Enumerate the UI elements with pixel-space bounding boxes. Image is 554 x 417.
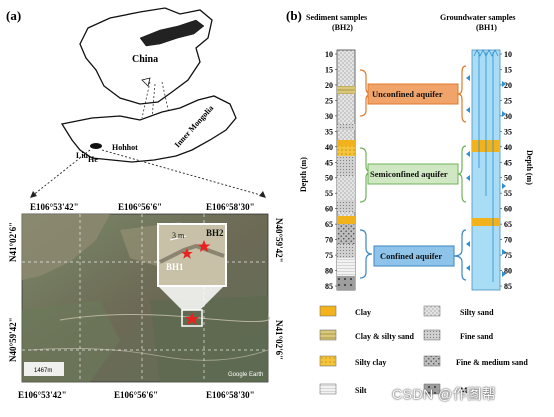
- he-label: He: [88, 155, 98, 164]
- depth-tick-right: 40: [504, 143, 512, 152]
- csdn-watermark: CSDN @作图帮: [392, 386, 497, 402]
- depth-tick-right: 25: [504, 96, 512, 105]
- depth-tick-right: 20: [504, 81, 512, 90]
- legend-swatch-clay: [319, 305, 337, 317]
- depth-tick-left: 65: [325, 220, 333, 229]
- legend-swatch-clay-silty-sand: [319, 329, 337, 341]
- satellite-map: [21, 213, 270, 383]
- bh2-star: [197, 240, 211, 252]
- china-label: China: [132, 54, 158, 65]
- legend-label-clay: Clay: [355, 308, 371, 317]
- groundwater-title: Groundwater samples: [440, 13, 516, 22]
- sediment-subtitle: (BH2): [332, 23, 353, 32]
- legend: Clay Silty sand Clay & silty sand Fine s…: [319, 305, 528, 395]
- depth-tick-right: 35: [504, 127, 512, 136]
- legend-swatch-silt: [319, 383, 337, 395]
- unconfined-aquifer-label: Unconfined aquifer: [372, 89, 443, 99]
- depth-tick-right: 60: [504, 205, 512, 214]
- inner-mongolia-map: [60, 95, 237, 163]
- coord-right-2: N41°02'6": [274, 320, 284, 360]
- legend-label-medium-sand: M: [460, 386, 468, 395]
- coord-top-1: E106°53'42": [30, 202, 79, 212]
- depth-ticks-right: 10 15 20 25 30 35 40 45 50 55 60 65 70 75 80 85: [500, 50, 512, 291]
- depth-tick-right: 85: [504, 282, 512, 291]
- depth-ticks-left: 10 15 20 25 30 35 40 45 50 55 60 65 70 75 80 85: [325, 50, 337, 291]
- legend-label-fine-medium-sand: Fine & medium sand: [456, 358, 528, 367]
- legend-swatch-fine-sand: [423, 329, 441, 341]
- depth-tick-right: 70: [504, 236, 512, 245]
- depth-tick-right: 50: [504, 174, 512, 183]
- depth-axis-label-right: Depth (m): [525, 150, 534, 185]
- coord-left-1: N41°02'6": [8, 222, 18, 262]
- legend-swatch-medium-sand: [423, 383, 441, 395]
- depth-tick-left: 55: [325, 189, 333, 198]
- liuhe-area: [90, 143, 102, 149]
- panel-a-label: (a): [6, 8, 21, 23]
- depth-tick-left: 10: [325, 50, 333, 59]
- depth-tick-right: 45: [504, 158, 512, 167]
- coord-bottom-2: E106°56'6": [114, 390, 158, 400]
- sediment-column: [336, 49, 356, 291]
- depth-tick-right: 65: [504, 220, 512, 229]
- depth-tick-right: 80: [504, 267, 512, 276]
- depth-tick-left: 50: [325, 174, 333, 183]
- groundwater-subtitle: (BH1): [476, 23, 497, 32]
- depth-tick-right: 30: [504, 112, 512, 121]
- inset-callout: [157, 223, 227, 327]
- clay-layer-lower: [472, 218, 500, 226]
- map-watermark: Google Earth: [228, 372, 263, 378]
- projection-lines: [141, 81, 171, 119]
- legend-swatch-fine-medium-sand: [423, 355, 441, 367]
- depth-tick-left: 45: [325, 158, 333, 167]
- legend-label-clay-silty-sand: Clay & silty sand: [355, 332, 414, 341]
- site-star: [185, 312, 199, 325]
- inset-scale-label: 3 m: [172, 231, 185, 240]
- liu-label: Liu: [76, 151, 89, 160]
- coord-top-3: E106°58'30": [206, 202, 255, 212]
- depth-tick-left: 20: [325, 81, 333, 90]
- depth-tick-right: 10: [504, 50, 512, 59]
- depth-tick-left: 75: [325, 251, 333, 260]
- depth-tick-right: 55: [504, 189, 512, 198]
- panel-b-label: (b): [286, 8, 302, 23]
- sediment-title: Sediment samples: [306, 13, 367, 22]
- depth-tick-right: 15: [504, 65, 512, 74]
- china-map: [79, 7, 213, 105]
- aquifer-annotations: [359, 65, 467, 281]
- legend-swatch-silty-sand: [423, 305, 441, 317]
- legend-label-silt: Silt: [355, 386, 367, 395]
- depth-axis-label-left: Depth (m): [299, 157, 308, 192]
- bh1-star: [181, 248, 193, 259]
- coord-top-2: E106°56'6": [118, 202, 162, 212]
- coord-left-2: N40°59'42": [8, 317, 18, 362]
- coord-bottom-1: E106°53'42": [18, 390, 67, 400]
- bh2-label: BH2: [206, 228, 224, 238]
- depth-tick-left: 60: [325, 205, 333, 214]
- coord-bottom-3: E106°58'30": [206, 390, 255, 400]
- confined-aquifer-label: Confined aquifer: [380, 251, 442, 261]
- bh1-label: BH1: [166, 262, 184, 272]
- legend-swatch-silty-clay: [319, 355, 337, 367]
- hohhot-label: Hohhot: [112, 143, 138, 152]
- depth-tick-left: 40: [325, 143, 333, 152]
- scale-bar-label: 1467m: [34, 368, 52, 374]
- depth-tick-right: 75: [504, 251, 512, 260]
- depth-tick-left: 15: [325, 65, 333, 74]
- coord-right-1: N40°59'42": [274, 218, 284, 263]
- legend-label-silty-clay: Silty clay: [355, 358, 386, 367]
- legend-label-silty-sand: Silty sand: [460, 308, 494, 317]
- semiconfined-aquifer-label: Semiconfined aquifer: [370, 169, 448, 179]
- depth-tick-left: 25: [325, 96, 333, 105]
- depth-tick-left: 35: [325, 127, 333, 136]
- zoom-arrows: [31, 149, 265, 197]
- china-highlight-region: [139, 19, 205, 47]
- groundwater-column: [466, 49, 506, 291]
- depth-tick-left: 80: [325, 267, 333, 276]
- depth-tick-left: 30: [325, 112, 333, 121]
- legend-label-fine-sand: Fine sand: [460, 332, 494, 341]
- depth-tick-left: 85: [325, 282, 333, 291]
- depth-tick-left: 70: [325, 236, 333, 245]
